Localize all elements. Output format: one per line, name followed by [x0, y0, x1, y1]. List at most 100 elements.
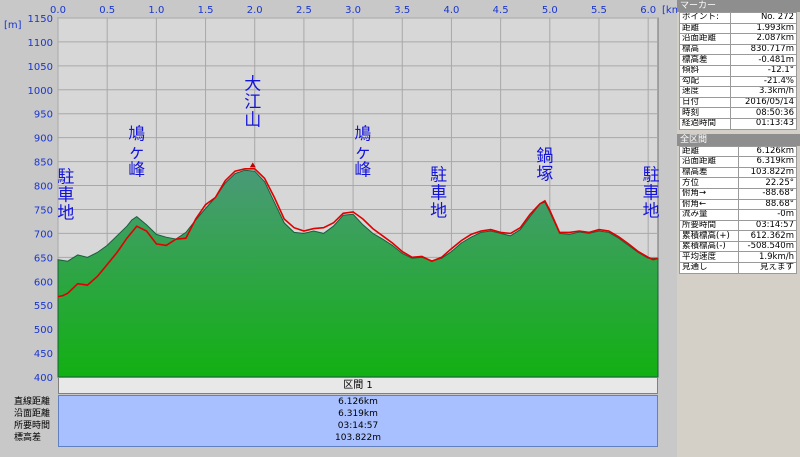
total-row: 俯角→ -88.68° — [678, 187, 797, 200]
y-tick-label-400: 400 — [34, 373, 53, 384]
marker-value: 3.3km/h — [730, 86, 797, 98]
x-tick-label-2.0: 2.0 — [247, 5, 263, 16]
x-tick-label-1.0: 1.0 — [148, 5, 164, 16]
marker-row: ポイント: No. 272 — [678, 12, 797, 24]
y-unit-label: [m] — [4, 20, 22, 31]
peak-label-char: 駐 — [430, 165, 447, 185]
total-label: 標高差 — [678, 166, 740, 179]
section-value: 6.126km — [338, 397, 378, 407]
y-tick-label-500: 500 — [34, 325, 53, 336]
marker-label: 傾斜 — [678, 64, 732, 77]
y-tick-label-850: 850 — [34, 158, 53, 169]
section-label: 所要時間 — [14, 421, 51, 431]
marker-table: ポイント: No. 272 距離 1.993km 沿面距離 2.087km 標高 830.71… — [678, 12, 797, 130]
total-value: 88.68° — [738, 198, 797, 211]
marker-label: 日付 — [678, 96, 732, 109]
peak-label-char: 峰 — [354, 161, 371, 181]
x-tick-label-5.5: 5.5 — [591, 5, 607, 16]
total-row: 標高差 103.822m — [678, 166, 797, 179]
total-value: 03:14:57 — [738, 219, 797, 232]
gps-track-line — [57, 168, 659, 298]
elevation-profile-chart[interactable]: 400 450 500 550 600 650 700 750 800 850 900 950 1000… — [0, 0, 677, 457]
y-tick-label-1000: 1000 — [28, 86, 53, 97]
section-values: 6.126km 6.319km 03:14:57 103.822m — [58, 395, 658, 447]
marker-value: 1.993km — [730, 22, 797, 35]
marker-label: 速度 — [678, 86, 732, 98]
total-row: 流み量 -0m — [678, 209, 797, 221]
peak-label-char: 地 — [57, 204, 74, 224]
x-tick-label-3.0: 3.0 — [345, 5, 361, 16]
marker-value: 2016/05/14 — [730, 96, 797, 109]
peak-label-char: 地 — [643, 201, 660, 221]
marker-row: 距離 1.993km — [678, 22, 797, 35]
y-tick-label-900: 900 — [34, 134, 53, 145]
total-row: 俯角← 88.68° — [678, 198, 797, 211]
x-tick-label-2.5: 2.5 — [296, 5, 312, 16]
marker-label: 時刻 — [678, 107, 732, 119]
total-value: 103.822m — [738, 166, 797, 179]
y-tick-label-650: 650 — [34, 253, 53, 264]
marker-row: 沿面距離 2.087km — [678, 33, 797, 45]
peak-label-char: 山 — [244, 110, 261, 130]
marker-label: 経過時間 — [678, 117, 732, 130]
y-tick-label-550: 550 — [34, 301, 53, 312]
total-label: 方位 — [678, 177, 740, 189]
total-value: -0m — [738, 209, 797, 221]
total-label: 沿面距離 — [678, 156, 740, 168]
x-tick-label-1.5: 1.5 — [198, 5, 214, 16]
y-tick-label-1150: 1150 — [28, 14, 53, 25]
total-row: 距離 6.126km — [678, 145, 797, 158]
total-label: 流み量 — [678, 209, 740, 221]
total-label: 累積標高(-) — [678, 240, 740, 253]
peak-label-char: 鳩 — [128, 125, 145, 145]
section-label: 沿面距離 — [14, 409, 51, 419]
marker-value: 830.717m — [730, 43, 797, 56]
y-tick-label-1050: 1050 — [28, 62, 53, 73]
total-value: 612.362m — [738, 230, 797, 242]
y-tick-label-950: 950 — [34, 110, 53, 121]
total-label: 距離 — [678, 145, 740, 158]
section-value: 103.822m — [335, 433, 381, 443]
marker-row: 標高差 -0.481m — [678, 54, 797, 66]
marker-label: 標高差 — [678, 54, 732, 66]
peak-label-char: 地 — [430, 201, 447, 221]
x-tick-label-0.5: 0.5 — [99, 5, 115, 16]
total-label: 俯角→ — [678, 187, 740, 200]
x-tick-label-6.0: 6.0 — [640, 5, 656, 16]
marker-label: ポイント: — [678, 12, 732, 24]
peak-label-char: ヶ — [128, 143, 145, 163]
section-label: 標高差 — [14, 433, 42, 443]
total-row: 見通し 見えます — [678, 262, 797, 274]
x-tick-label-5.0: 5.0 — [542, 5, 558, 16]
marker-row: 日付 2016/05/14 — [678, 96, 797, 109]
peak-label-char: 鍋 — [536, 146, 553, 166]
marker-label: 距離 — [678, 22, 732, 35]
y-tick-label-450: 450 — [34, 349, 53, 360]
peak-label-char: 車 — [643, 183, 660, 203]
y-tick-label-700: 700 — [34, 229, 53, 240]
marker-row: 時刻 08:50:36 — [678, 107, 797, 119]
x-tick-label-4.5: 4.5 — [493, 5, 509, 16]
total-table: 距離 6.126km 沿面距離 6.319km 標高差 103.822m 方位 22.25° 俯… — [678, 145, 797, 274]
peak-label-char: 峰 — [128, 161, 145, 181]
total-row: 方位 22.25° — [678, 177, 797, 189]
total-label: 俯角← — [678, 198, 740, 211]
section-header[interactable]: 区間 1 — [58, 377, 658, 394]
marker-value: 01:13:43 — [730, 117, 797, 130]
marker-row: 標高 830.717m — [678, 43, 797, 56]
x-tick-label-0.0: 0.0 — [50, 5, 66, 16]
peak-label-char: 江 — [244, 92, 261, 112]
marker-label: 勾配 — [678, 75, 732, 88]
marker-value: No. 272 — [730, 12, 797, 24]
total-label: 累積標高(+) — [678, 230, 740, 242]
total-value: 6.126km — [738, 145, 797, 158]
section-labels: 直線距離 沿面距離 所要時間 標高差 — [0, 396, 58, 444]
peak-label-char: 大 — [244, 74, 261, 94]
x-tick-label-4.0: 4.0 — [443, 5, 459, 16]
total-label: 平均速度 — [678, 251, 740, 264]
y-tick-label-800: 800 — [34, 182, 53, 193]
x-unit-label: [km] — [662, 5, 677, 16]
y-tick-label-750: 750 — [34, 205, 53, 216]
marker-value: -0.481m — [730, 54, 797, 66]
marker-row: 傾斜 -12.1° — [678, 64, 797, 77]
